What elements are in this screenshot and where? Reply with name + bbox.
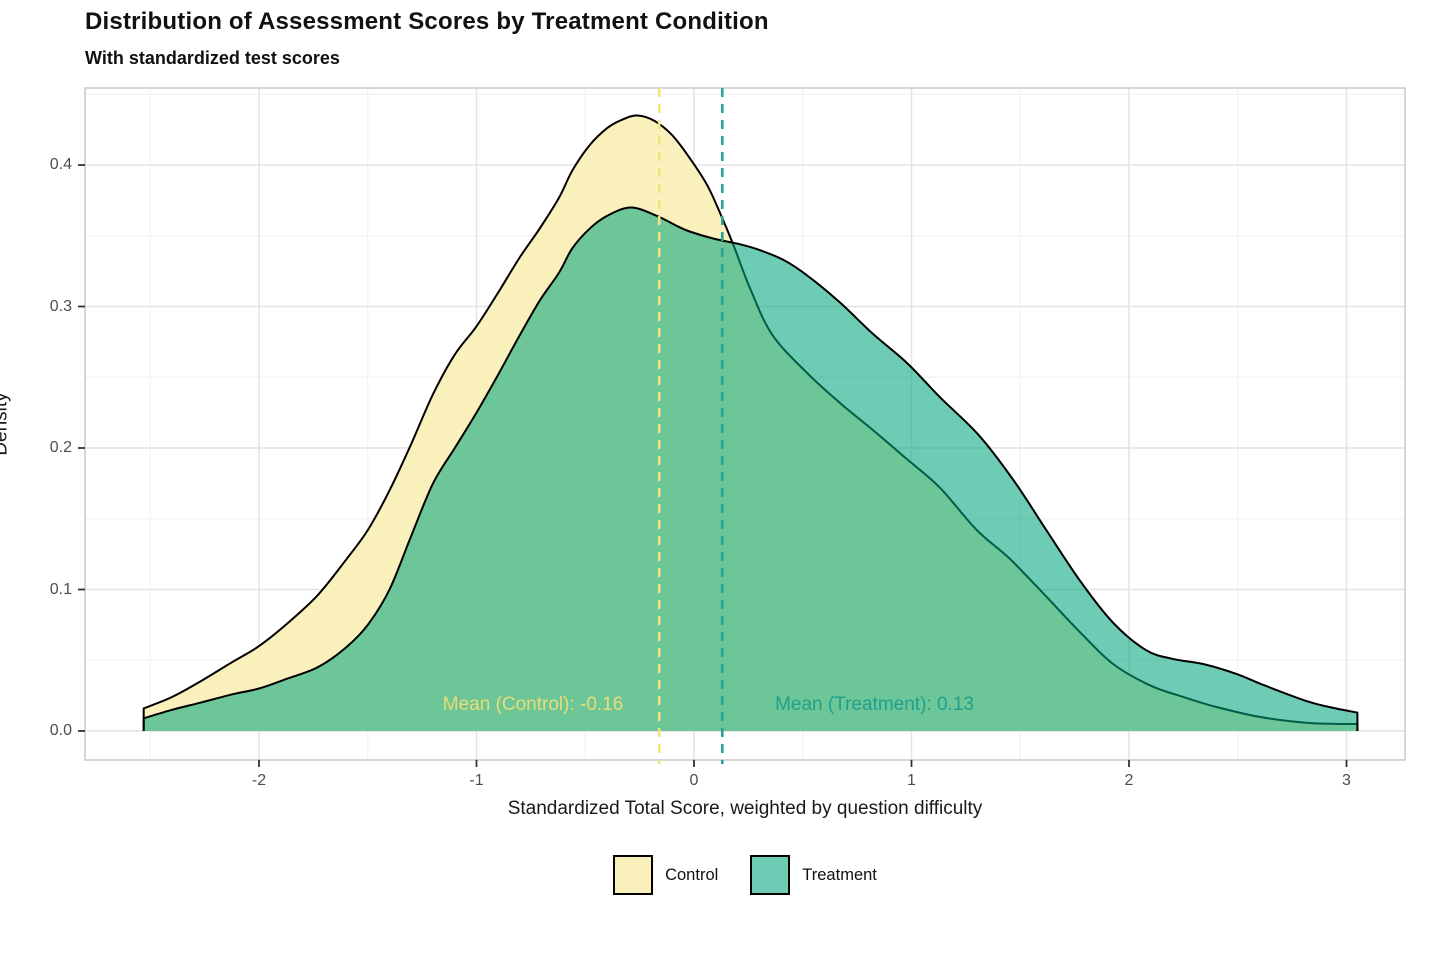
x-tick-label: 0	[689, 772, 699, 789]
chart-subtitle: With standardized test scores	[85, 48, 340, 68]
legend-label-control: Control	[665, 865, 719, 884]
mean-treatment-annotation: Mean (Treatment): 0.13	[775, 693, 974, 715]
x-tick-label: 2	[1124, 772, 1134, 789]
legend-label-treatment: Treatment	[802, 865, 877, 884]
legend: Control Treatment	[85, 855, 1405, 895]
legend-entry-control: Control	[613, 855, 718, 895]
y-tick-label: 0.4	[49, 156, 72, 173]
y-tick-label: 0.3	[49, 297, 72, 315]
x-tick-label: 1	[907, 772, 916, 789]
x-tick-label: -2	[251, 772, 267, 789]
legend-entry-treatment: Treatment	[750, 855, 877, 895]
y-tick-label: 0.0	[49, 722, 72, 739]
x-tick-label: 3	[1342, 772, 1351, 789]
y-tick-label: 0.2	[49, 439, 72, 456]
y-tick-label: 0.1	[49, 580, 72, 598]
x-tick-label: -1	[469, 772, 484, 789]
x-axis-title: Standardized Total Score, weighted by qu…	[507, 798, 983, 819]
y-axis-title: Density	[0, 392, 12, 456]
mean-control-annotation: Mean (Control): -0.16	[442, 693, 624, 715]
chart-title: Distribution of Assessment Scores by Tre…	[85, 8, 769, 35]
legend-key-treatment-swatch	[750, 855, 791, 895]
legend-key-control-swatch	[613, 855, 654, 895]
